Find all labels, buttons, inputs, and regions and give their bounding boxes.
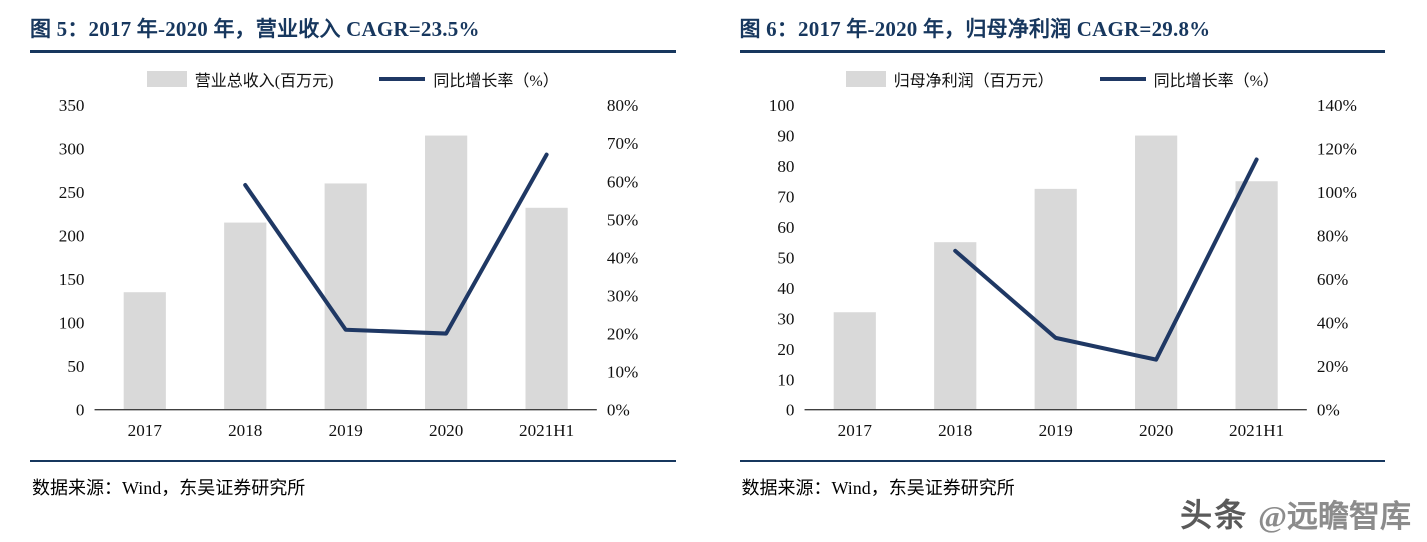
svg-text:0%: 0% bbox=[607, 401, 630, 420]
svg-text:2018: 2018 bbox=[228, 421, 262, 440]
legend-label-bar: 归母净利润（百万元） bbox=[893, 73, 1054, 91]
svg-text:40: 40 bbox=[777, 279, 794, 298]
figure-5-title-divider bbox=[30, 50, 676, 54]
svg-text:20%: 20% bbox=[1316, 357, 1347, 376]
report-figures-row: 图 5：2017 年-2020 年，营业收入 CAGR=23.5% 营业总收入(… bbox=[30, 12, 1386, 500]
svg-text:350: 350 bbox=[59, 96, 85, 115]
line-swatch-icon bbox=[379, 77, 426, 82]
svg-text:2021H1: 2021H1 bbox=[519, 421, 574, 440]
svg-text:80%: 80% bbox=[607, 96, 638, 115]
svg-text:60: 60 bbox=[777, 218, 794, 237]
svg-text:2021H1: 2021H1 bbox=[1229, 421, 1284, 440]
legend-item-bar: 营业总收入(百万元) bbox=[146, 67, 334, 91]
svg-text:140%: 140% bbox=[1316, 96, 1356, 115]
figure-6-legend: 归母净利润（百万元） 同比增长率（%） bbox=[740, 67, 1386, 91]
svg-text:80: 80 bbox=[777, 157, 794, 176]
svg-text:60%: 60% bbox=[607, 173, 638, 192]
svg-text:2020: 2020 bbox=[1139, 421, 1173, 440]
bar-swatch-icon bbox=[146, 71, 187, 88]
line-swatch-icon bbox=[1099, 77, 1146, 82]
svg-text:2017: 2017 bbox=[837, 421, 872, 440]
svg-text:200: 200 bbox=[59, 227, 85, 246]
figure-6-title-divider bbox=[739, 50, 1385, 54]
svg-text:0: 0 bbox=[76, 401, 85, 420]
figure-5-legend: 营业总收入(百万元) 同比增长率（%） bbox=[30, 67, 676, 91]
legend-label-line: 同比增长率（%） bbox=[433, 73, 559, 91]
svg-text:10: 10 bbox=[777, 371, 794, 390]
svg-text:20%: 20% bbox=[607, 325, 638, 344]
svg-text:30%: 30% bbox=[607, 287, 638, 306]
figure-6-source-divider bbox=[739, 460, 1385, 463]
svg-text:70%: 70% bbox=[607, 134, 638, 153]
svg-text:90: 90 bbox=[777, 127, 794, 146]
bar-swatch-icon bbox=[845, 71, 886, 88]
figure-5-source-divider bbox=[30, 460, 676, 463]
svg-text:2020: 2020 bbox=[429, 421, 463, 440]
svg-text:80%: 80% bbox=[1316, 227, 1347, 246]
figure-6-panel: 图 6：2017 年-2020 年，归母净利润 CAGR=29.8% 归母净利润… bbox=[739, 12, 1386, 500]
svg-text:70: 70 bbox=[777, 188, 794, 207]
svg-text:0%: 0% bbox=[1316, 401, 1339, 420]
figure-6-source: 数据来源：Wind，东吴证券研究所 bbox=[741, 478, 1015, 499]
svg-text:50: 50 bbox=[67, 357, 84, 376]
svg-text:250: 250 bbox=[59, 183, 85, 202]
svg-text:40%: 40% bbox=[1316, 314, 1347, 333]
svg-text:100: 100 bbox=[59, 314, 85, 333]
svg-text:50: 50 bbox=[777, 249, 794, 268]
svg-text:2018: 2018 bbox=[938, 421, 972, 440]
legend-item-line: 同比增长率（%） bbox=[1099, 67, 1279, 91]
svg-text:10%: 10% bbox=[607, 363, 638, 382]
svg-text:40%: 40% bbox=[607, 249, 638, 268]
legend-item-line: 同比增长率（%） bbox=[379, 67, 559, 91]
svg-text:2019: 2019 bbox=[329, 421, 363, 440]
svg-text:2019: 2019 bbox=[1038, 421, 1072, 440]
svg-text:300: 300 bbox=[59, 140, 85, 159]
figure-6-chart: 0 10 20 30 40 50 60 70 80 90 100 0% 20% 40% 60% 80% 100%… bbox=[768, 96, 1356, 440]
legend-item-bar: 归母净利润（百万元） bbox=[845, 67, 1054, 91]
svg-text:60%: 60% bbox=[1316, 270, 1347, 289]
figure-5-source: 数据来源：Wind，东吴证券研究所 bbox=[32, 478, 306, 499]
figure-6-title: 图 6：2017 年-2020 年，归母净利润 CAGR=29.8% bbox=[739, 17, 1211, 41]
svg-text:0: 0 bbox=[785, 401, 794, 420]
svg-text:120%: 120% bbox=[1316, 140, 1356, 159]
svg-text:100: 100 bbox=[768, 96, 794, 115]
figure-5-title: 图 5：2017 年-2020 年，营业收入 CAGR=23.5% bbox=[30, 17, 480, 41]
legend-label-bar: 营业总收入(百万元) bbox=[194, 73, 334, 91]
svg-text:50%: 50% bbox=[607, 211, 638, 230]
svg-text:150: 150 bbox=[59, 270, 85, 289]
svg-text:2017: 2017 bbox=[128, 421, 163, 440]
svg-text:30: 30 bbox=[777, 310, 794, 329]
svg-text:100%: 100% bbox=[1316, 183, 1356, 202]
figure-5-panel: 图 5：2017 年-2020 年，营业收入 CAGR=23.5% 营业总收入(… bbox=[30, 12, 676, 500]
legend-label-line: 同比增长率（%） bbox=[1153, 73, 1279, 91]
svg-text:20: 20 bbox=[777, 340, 794, 359]
figure-5-chart: 0 50 100 150 200 250 300 350 0% 10% 20% 30% 40% 50% 60… bbox=[59, 96, 639, 440]
